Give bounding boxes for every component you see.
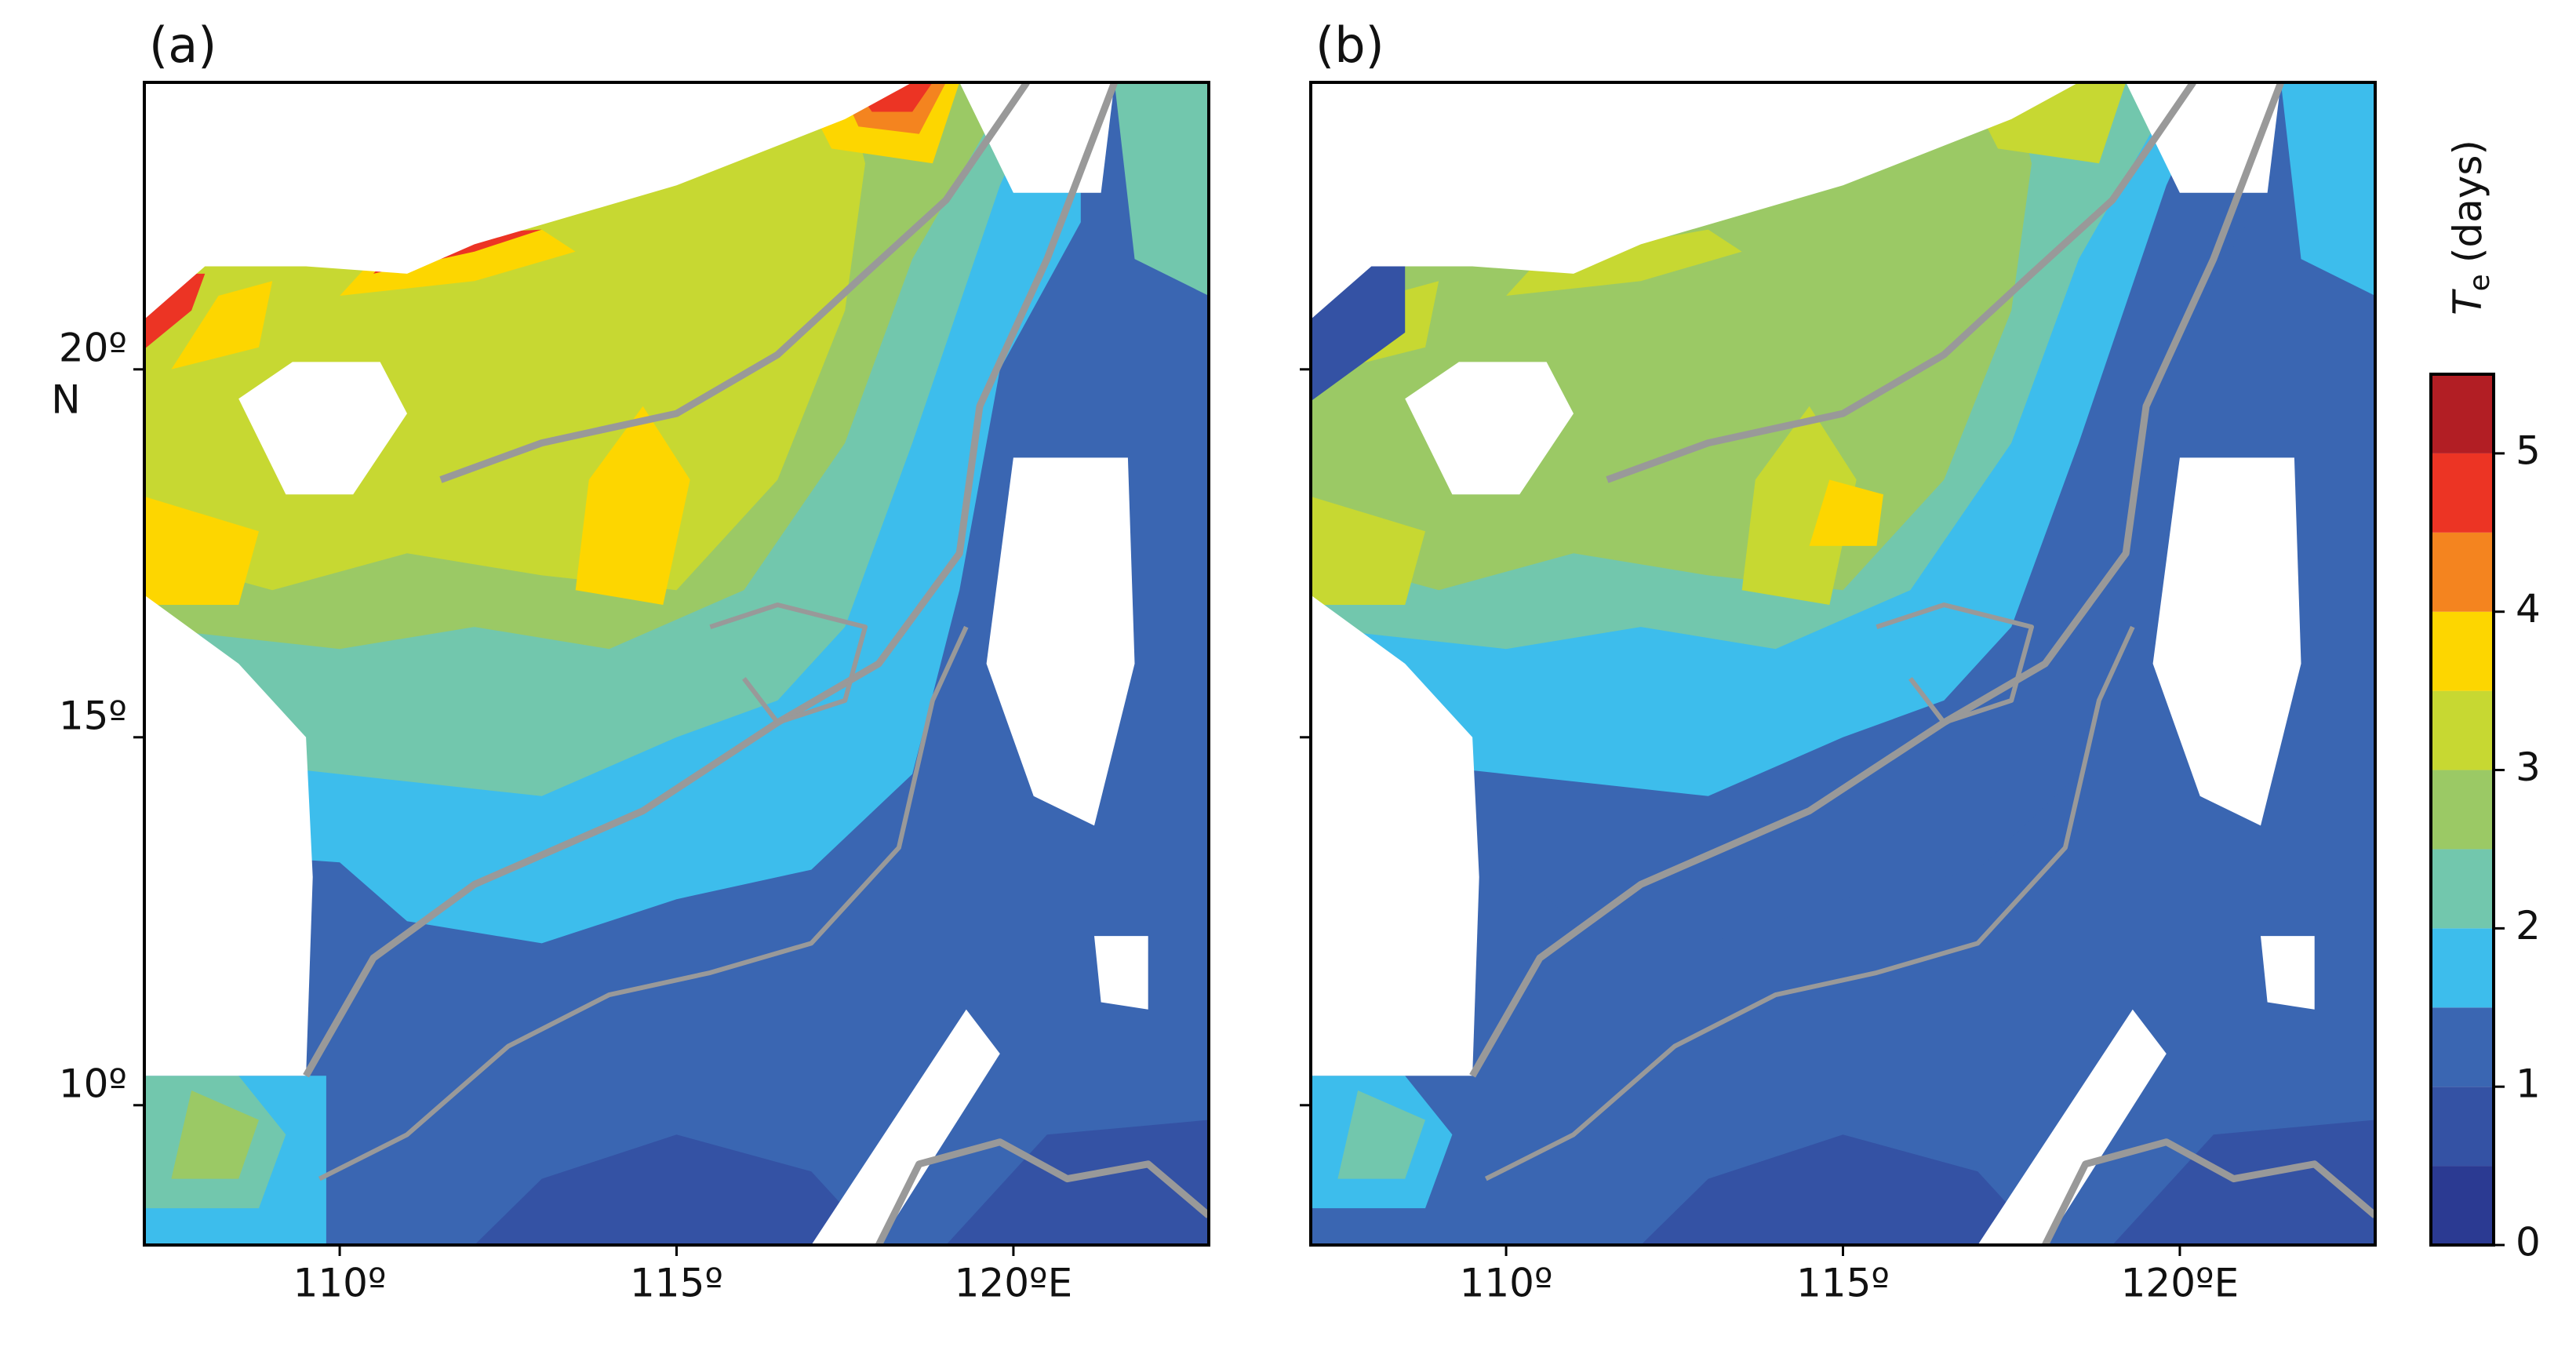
y-tick-label: 15º: [59, 693, 127, 738]
x-tick-label: 110º: [293, 1261, 387, 1306]
field-region: [340, 229, 576, 296]
colorbar-tick-label: 5: [2516, 428, 2541, 473]
field-region: [1809, 479, 1883, 546]
land-mask: [1311, 595, 1479, 1076]
colorbar-label-subscript: e: [2464, 274, 2496, 291]
colorbar-band: [2431, 1087, 2494, 1167]
depth-contour: [1876, 603, 2034, 725]
field-region: [1337, 1090, 1425, 1179]
panel-title: (b): [1315, 16, 1384, 74]
land-mask: [1094, 936, 1148, 1010]
colorbar-band: [2431, 532, 2494, 612]
depth-contour: [318, 625, 969, 1181]
field-region: [171, 281, 273, 370]
colorbar-band: [2431, 690, 2494, 770]
land-mask: [1311, 82, 2079, 319]
x-tick-label: 115º: [1796, 1261, 1890, 1306]
colorbar-band: [2431, 611, 2494, 691]
map-field: [1311, 82, 2375, 1245]
colorbar-tick-label: 0: [2516, 1220, 2541, 1265]
field-region: [1506, 229, 1742, 296]
colorbar-band: [2431, 1007, 2494, 1087]
land-mask: [1405, 362, 1574, 495]
field-region: [474, 1134, 879, 1245]
colorbar-band: [2431, 849, 2494, 929]
y-hemisphere-label: N: [51, 377, 80, 422]
depth-contour: [303, 82, 1119, 1078]
depth-contour: [1469, 82, 2285, 1078]
colorbar-label-unit: (days): [2445, 140, 2490, 263]
land-mask: [2126, 82, 2281, 193]
field-region: [144, 496, 259, 605]
y-tick-label: 20º: [59, 325, 127, 370]
field-region: [1741, 406, 1857, 605]
depth-contour: [875, 1138, 1209, 1245]
colorbar-tick-label: 2: [2516, 903, 2541, 948]
field-region: [946, 1119, 1209, 1245]
y-tick-label: 10º: [59, 1061, 127, 1106]
field-region: [575, 406, 690, 605]
field-region: [1311, 266, 1406, 402]
colorbar-band: [2431, 928, 2494, 1008]
land-mask: [811, 1009, 1000, 1245]
map-field: [144, 82, 1209, 1245]
depth-contour: [709, 603, 868, 725]
colorbar-band: [2431, 1166, 2494, 1245]
depth-contour: [1484, 625, 2135, 1181]
field-region: [1640, 1134, 2046, 1245]
land-mask: [144, 82, 913, 319]
field-region: [2280, 82, 2375, 296]
colorbar-label-symbol: T: [2445, 289, 2490, 315]
x-tick-label: 115º: [630, 1261, 723, 1306]
colorbar-band: [2431, 770, 2494, 850]
colorbar-tick-label: 3: [2516, 744, 2541, 790]
land-mask: [986, 457, 1135, 826]
field-region: [1311, 496, 1425, 605]
depth-contour: [2042, 1138, 2375, 1245]
colorbar-band: [2431, 453, 2494, 533]
field-region: [171, 1090, 259, 1179]
colorbar-tick-label: 4: [2516, 586, 2541, 632]
x-tick-label: 120ºE: [955, 1261, 1073, 1306]
depth-contour: [439, 82, 1030, 483]
colorbar-frame: [2429, 373, 2495, 1247]
colorbar-label: Te (days): [2445, 140, 2497, 315]
land-mask: [238, 362, 407, 495]
panel-title: (a): [149, 16, 216, 74]
colorbar-band: [2431, 374, 2494, 453]
field-region: [1114, 82, 1209, 296]
land-mask: [1977, 1009, 2167, 1245]
land-mask: [2152, 457, 2301, 826]
colorbar-tick-label: 1: [2516, 1061, 2541, 1107]
x-tick-label: 120ºE: [2121, 1261, 2239, 1306]
depth-contour: [1606, 82, 2196, 483]
land-mask: [2261, 936, 2315, 1010]
field-region: [2112, 1119, 2375, 1245]
land-mask: [959, 82, 1115, 193]
x-tick-label: 110º: [1460, 1261, 1553, 1306]
land-mask: [144, 595, 313, 1076]
